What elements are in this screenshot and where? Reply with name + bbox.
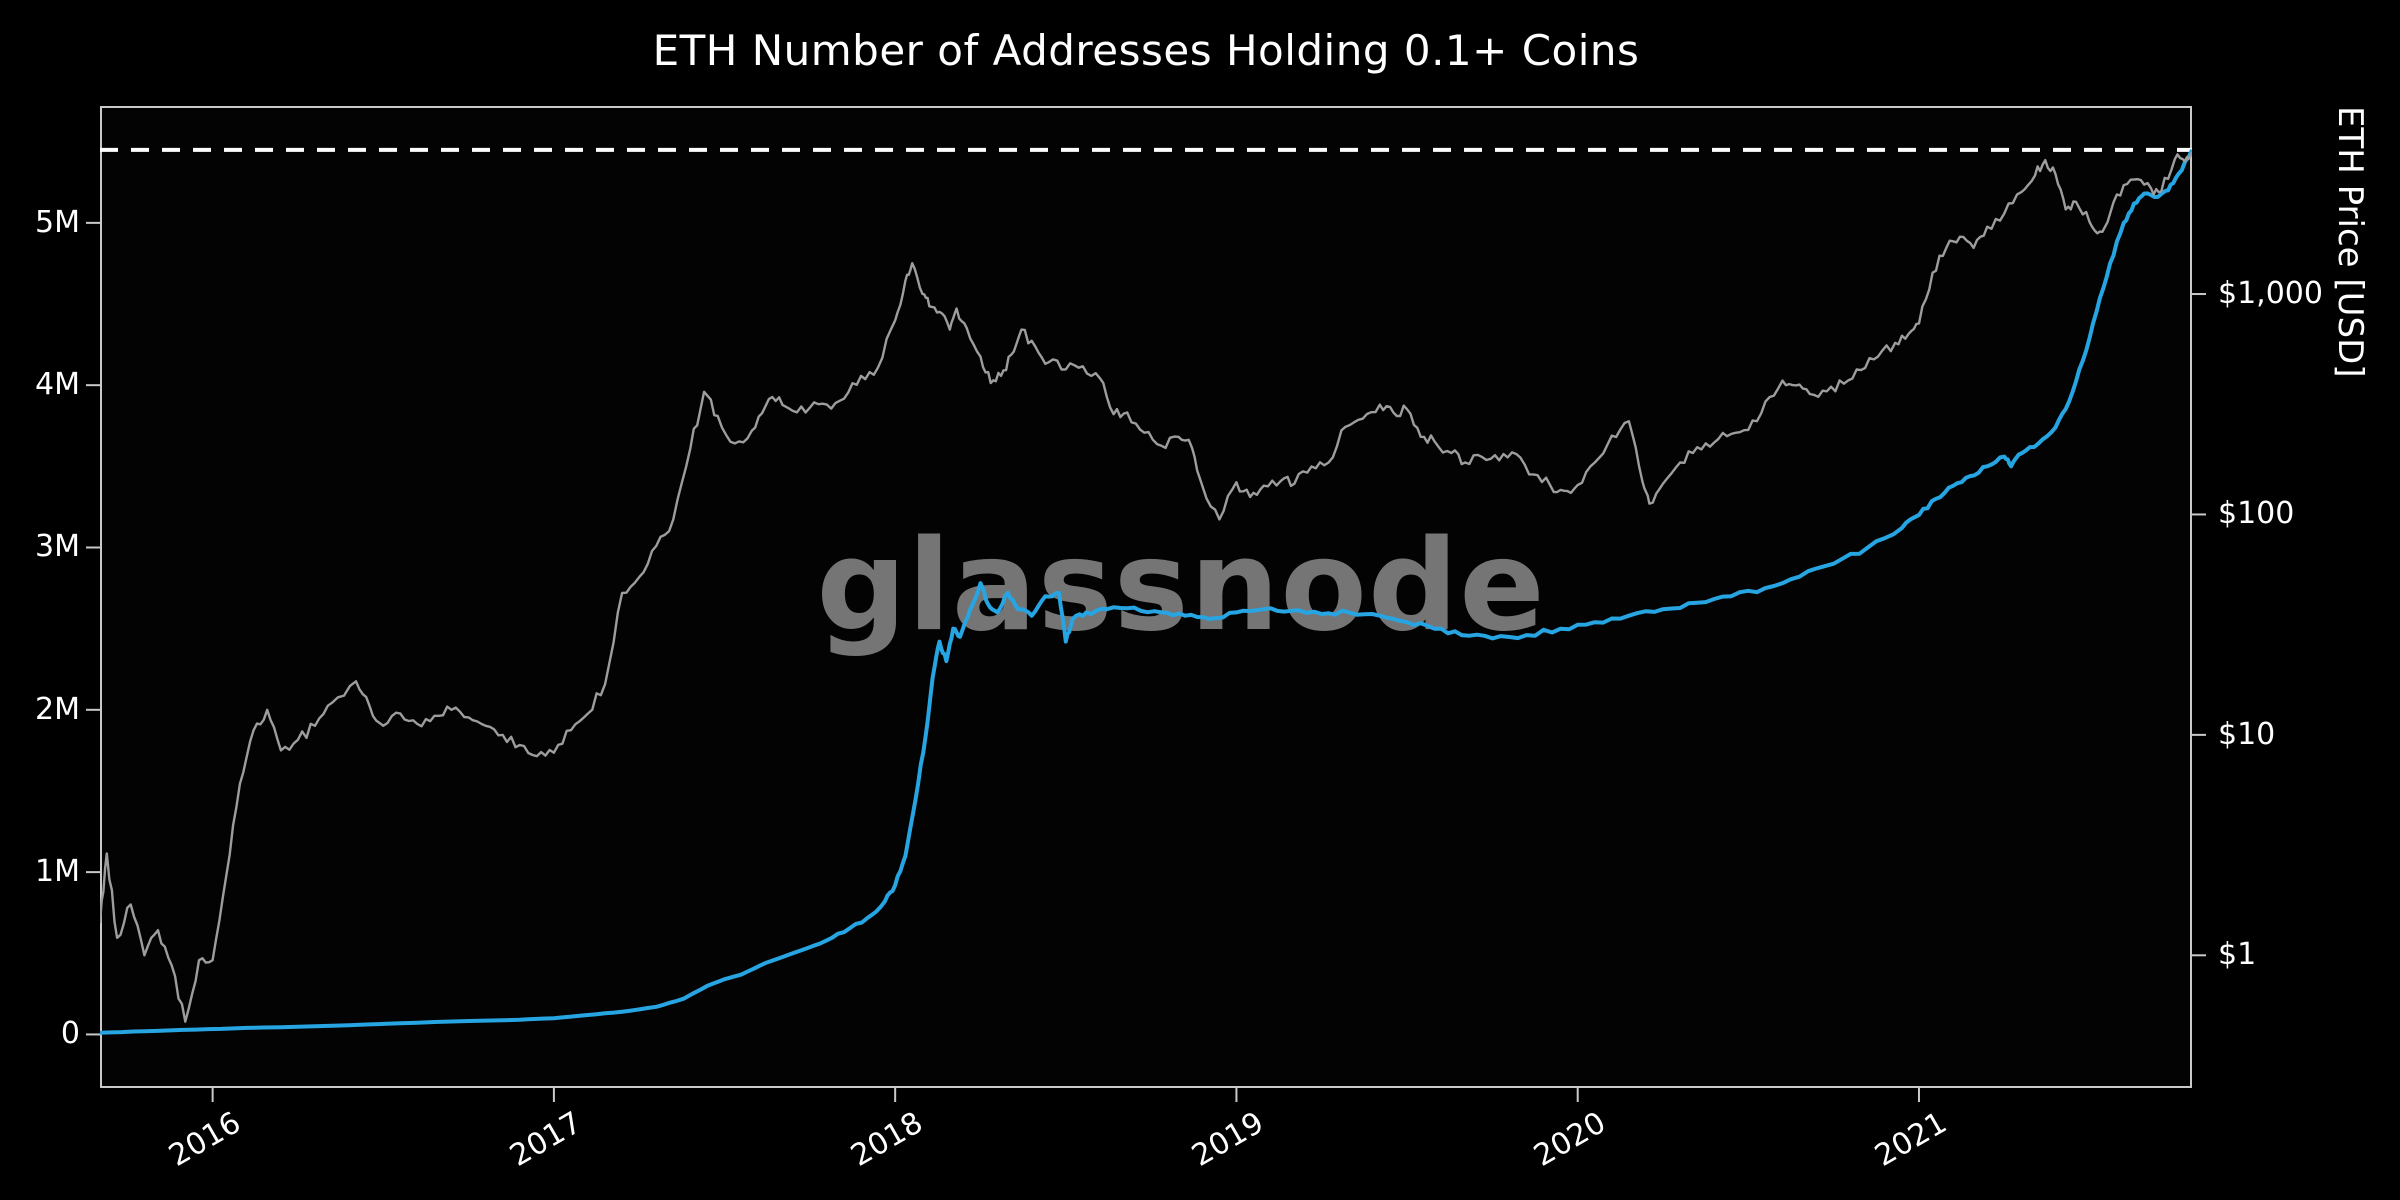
chart-title: ETH Number of Addresses Holding 0.1+ Coi… — [652, 26, 1640, 75]
left-axis-tick-label: 2M — [35, 691, 80, 727]
left-axis-tick-label: 4M — [35, 367, 80, 403]
left-axis-tick-label: 3M — [35, 529, 80, 565]
right-axis-tick-label: $10 — [2218, 716, 2276, 752]
left-axis-tick-label: 1M — [35, 854, 80, 890]
left-axis-tick-label: 5M — [35, 204, 80, 240]
right-axis-title: ETH Price [USD] — [2330, 106, 2370, 378]
plot-frame — [100, 106, 2192, 1088]
right-axis-tick-label: $100 — [2218, 496, 2295, 532]
left-axis-tick-label: 0 — [60, 1016, 80, 1052]
right-axis-tick-label: $1 — [2218, 937, 2257, 973]
addresses-line-series — [100, 148, 2192, 1035]
right-axis-tick-label: $1,000 — [2218, 276, 2323, 312]
price-line-series — [100, 151, 2192, 1023]
